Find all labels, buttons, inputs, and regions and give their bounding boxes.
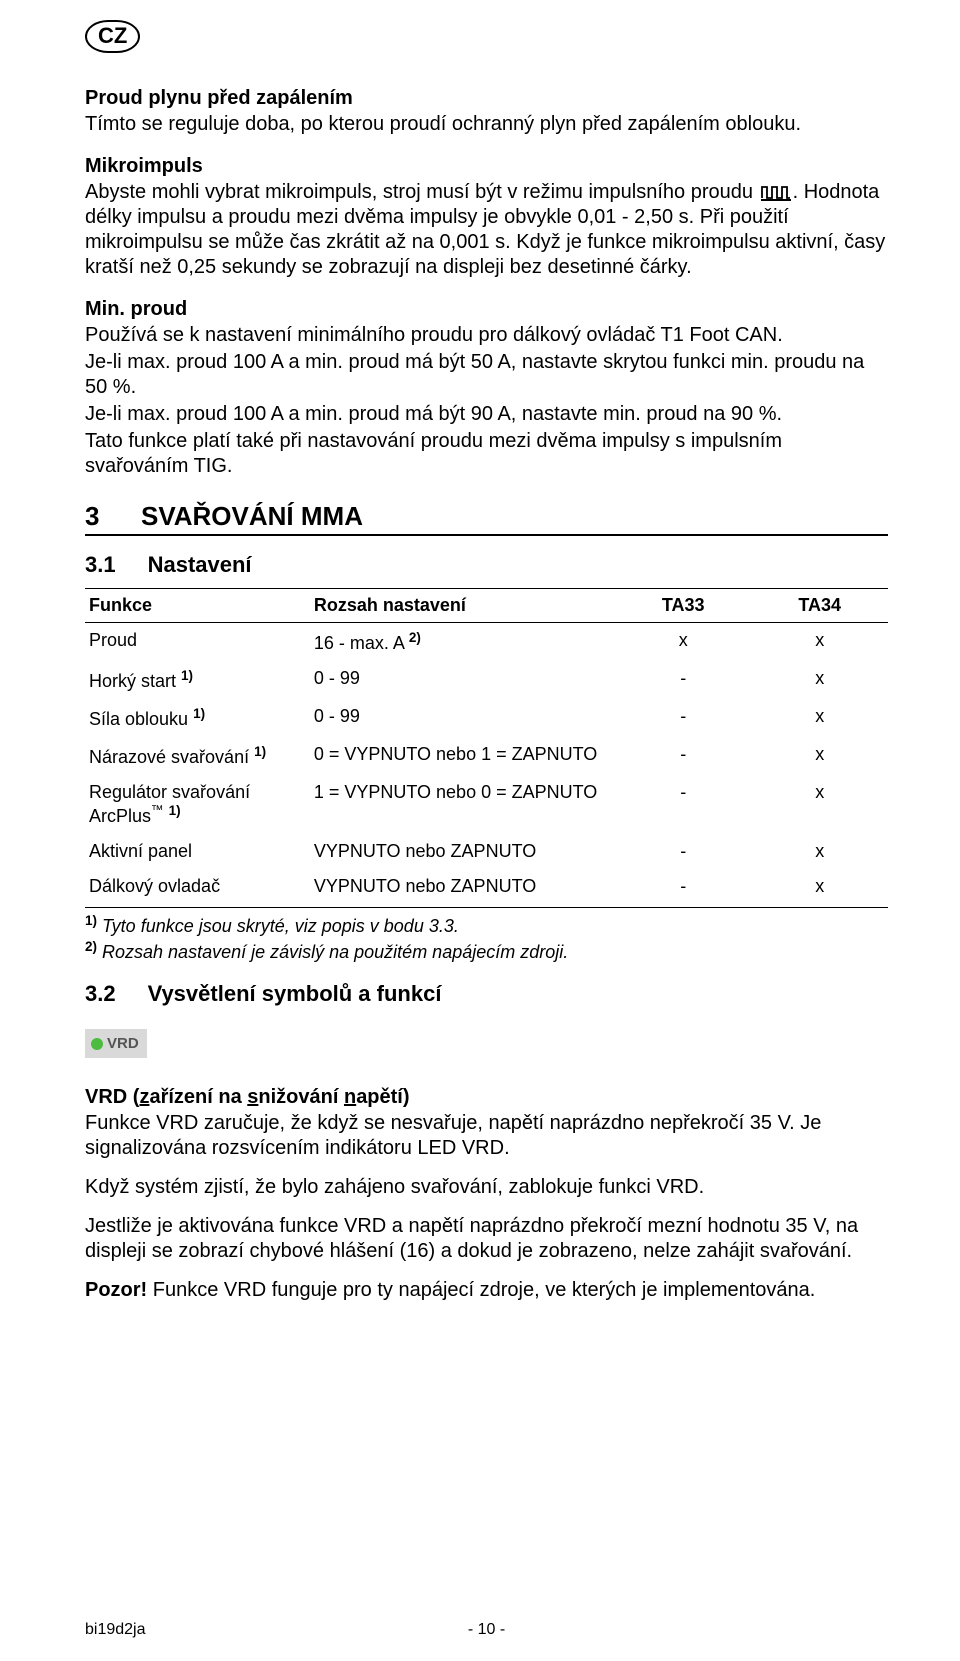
u: n [344, 1086, 356, 1108]
text-span: apětí) [356, 1086, 409, 1108]
table-row: Aktivní panelVYPNUTO nebo ZAPNUTO-x [85, 834, 888, 869]
sup: 1) [85, 913, 97, 928]
bold-note: Pozor! [85, 1279, 147, 1301]
cell-ta34: x [751, 775, 888, 834]
sup: 1) [169, 803, 181, 818]
heading-title: SVAŘOVÁNÍ MMA [141, 501, 363, 532]
page: CZ Proud plynu před zapálením Tímto se r… [0, 0, 960, 1661]
cell-range: 0 - 99 [310, 661, 615, 699]
cell-ta33: x [615, 623, 752, 662]
vrd-badge: VRD [85, 1029, 147, 1058]
th-range: Rozsah nastavení [310, 589, 615, 623]
cell-function: Dálkový ovladač [85, 869, 310, 908]
table-row: Proud16 - max. A 2)xx [85, 623, 888, 662]
heading-number: 3.2 [85, 981, 116, 1007]
cell-function: Nárazové svařování 1) [85, 737, 310, 775]
para-micropulse: Abyste mohli vybrat mikroimpuls, stroj m… [85, 180, 888, 280]
cell-ta33: - [615, 775, 752, 834]
subheading-symbols: 3.2 Vysvětlení symbolů a funkcí [85, 981, 888, 1007]
vrd-led-icon [91, 1038, 103, 1050]
cell-function: Síla oblouku 1) [85, 699, 310, 737]
para-min-1: Používá se k nastavení minimálního proud… [85, 323, 888, 348]
text-span: VRD ( [85, 1086, 139, 1108]
cell-function: Regulátor svařování ArcPlus™ 1) [85, 775, 310, 834]
table-row: Regulátor svařování ArcPlus™ 1)1 = VYPNU… [85, 775, 888, 834]
cell-range: 0 - 99 [310, 699, 615, 737]
pulse-icon [761, 185, 791, 201]
tm-symbol: ™ [151, 803, 164, 817]
heading-vrd: VRD (zařízení na snižování napětí) [85, 1086, 888, 1109]
para-vrd-2: Když systém zjistí, že bylo zahájeno sva… [85, 1175, 888, 1200]
table-row: Nárazové svařování 1)0 = VYPNUTO nebo 1 … [85, 737, 888, 775]
cell-ta33: - [615, 699, 752, 737]
cell-ta34: x [751, 834, 888, 869]
cell-function: Proud [85, 623, 310, 662]
para-vrd-4: Pozor! Funkce VRD funguje pro ty napájec… [85, 1278, 888, 1303]
footer-page-number: - 10 - [85, 1621, 888, 1639]
table-row: Síla oblouku 1)0 - 99-x [85, 699, 888, 737]
cell-range: 16 - max. A 2) [310, 623, 615, 662]
th-ta34: TA34 [751, 589, 888, 623]
u: s [247, 1086, 258, 1108]
cell-ta33: - [615, 661, 752, 699]
cell-range: VYPNUTO nebo ZAPNUTO [310, 834, 615, 869]
th-ta33: TA33 [615, 589, 752, 623]
heading-number: 3.1 [85, 552, 116, 578]
cz-badge: CZ [85, 20, 140, 53]
cell-ta33: - [615, 737, 752, 775]
text-span: Tyto funkce jsou skryté, viz popis v bod… [97, 916, 459, 936]
para-vrd-1: Funkce VRD zaručuje, že když se nesvařuj… [85, 1111, 888, 1161]
footnote-2: 2) Rozsah nastavení je závislý na použit… [85, 938, 888, 964]
heading-title: Nastavení [148, 552, 252, 578]
table-row: Dálkový ovladačVYPNUTO nebo ZAPNUTO-x [85, 869, 888, 908]
page-footer: bi19d2ja - 10 - [85, 1621, 888, 1639]
footnote-1: 1) Tyto funkce jsou skryté, viz popis v … [85, 912, 888, 938]
cell-ta33: - [615, 869, 752, 908]
cell-range: VYPNUTO nebo ZAPNUTO [310, 869, 615, 908]
cell-ta34: x [751, 869, 888, 908]
u: z [139, 1086, 149, 1108]
table-header-row: Funkce Rozsah nastavení TA33 TA34 [85, 589, 888, 623]
vrd-label: VRD [107, 1035, 139, 1052]
cell-ta34: x [751, 623, 888, 662]
para-min-4: Tato funkce platí také při nastavování p… [85, 429, 888, 479]
heading-min-current: Min. proud [85, 298, 888, 321]
text-span: Rozsah nastavení je závislý na použitém … [97, 942, 568, 962]
cell-ta34: x [751, 661, 888, 699]
heading-number: 3 [85, 501, 105, 532]
cell-ta33: - [615, 834, 752, 869]
cell-ta34: x [751, 737, 888, 775]
para-min-2: Je-li max. proud 100 A a min. proud má b… [85, 350, 888, 400]
settings-table: Funkce Rozsah nastavení TA33 TA34 Proud1… [85, 588, 888, 908]
footnotes: 1) Tyto funkce jsou skryté, viz popis v … [85, 912, 888, 965]
text-span: Abyste mohli vybrat mikroimpuls, stroj m… [85, 181, 759, 203]
sup: 1) [193, 706, 205, 721]
text-span: ařízení na [149, 1086, 247, 1108]
cell-function: Aktivní panel [85, 834, 310, 869]
sup: 1) [181, 668, 193, 683]
cell-ta34: x [751, 699, 888, 737]
heading-gas-preflow: Proud plynu před zapálením [85, 87, 888, 110]
sup: 1) [254, 744, 266, 759]
cell-range: 0 = VYPNUTO nebo 1 = ZAPNUTO [310, 737, 615, 775]
text-span: nižování [258, 1086, 344, 1108]
cell-range: 1 = VYPNUTO nebo 0 = ZAPNUTO [310, 775, 615, 834]
heading-mma: 3 SVAŘOVÁNÍ MMA [85, 501, 888, 536]
sup: 2) [409, 630, 421, 645]
th-function: Funkce [85, 589, 310, 623]
para-vrd-3: Jestliže je aktivována funkce VRD a napě… [85, 1214, 888, 1264]
subheading-settings: 3.1 Nastavení [85, 552, 888, 578]
para-min-3: Je-li max. proud 100 A a min. proud má b… [85, 402, 888, 427]
text-span: Funkce VRD funguje pro ty napájecí zdroj… [147, 1279, 815, 1301]
heading-title: Vysvětlení symbolů a funkcí [148, 981, 442, 1007]
sup: 2) [85, 939, 97, 954]
table-row: Horký start 1)0 - 99-x [85, 661, 888, 699]
cell-function: Horký start 1) [85, 661, 310, 699]
heading-micropulse: Mikroimpuls [85, 155, 888, 178]
para-gas-preflow: Tímto se reguluje doba, po kterou proudí… [85, 112, 888, 137]
